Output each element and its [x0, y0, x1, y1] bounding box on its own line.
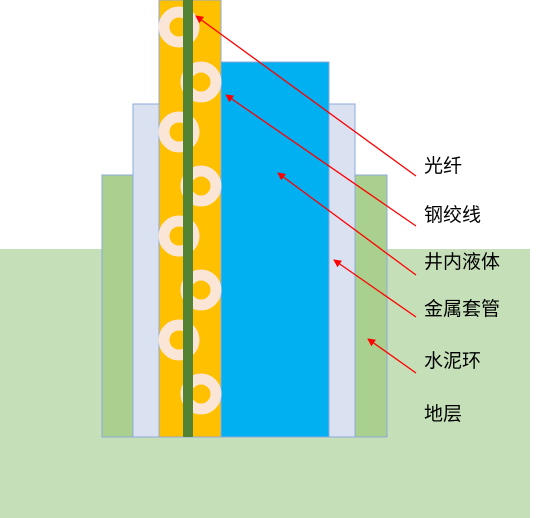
well-fluid — [220, 61, 330, 438]
steel-strand-label: 钢绞线 — [424, 204, 482, 226]
well-fluid-pointer-arrow — [277, 172, 417, 276]
cement-ring-right — [354, 174, 388, 438]
cement-ring-pointer-arrow — [367, 338, 417, 374]
metal-casing-label: 金属套管 — [424, 298, 501, 320]
optical-fiber-label: 光纤 — [424, 155, 463, 177]
well-fluid-label: 井内液体 — [424, 251, 501, 273]
metal-casing-pointer-arrow — [333, 259, 417, 318]
metal-casing-left — [132, 103, 160, 438]
steel-strand-pointer-arrow — [225, 94, 417, 227]
steel-strand-ring — [158, 319, 200, 361]
cement-ring-label: 水泥环 — [424, 350, 482, 372]
steel-strand-ring — [158, 111, 200, 153]
steel-strand-ring — [158, 215, 200, 257]
cement-ring-left — [101, 174, 135, 438]
metal-casing-right — [328, 103, 356, 438]
stratum-label: 地层 — [424, 403, 463, 425]
optical-fiber-pointer-arrow — [195, 15, 417, 177]
steel-strand-ring — [158, 6, 200, 48]
optical-fiber — [183, 0, 193, 437]
